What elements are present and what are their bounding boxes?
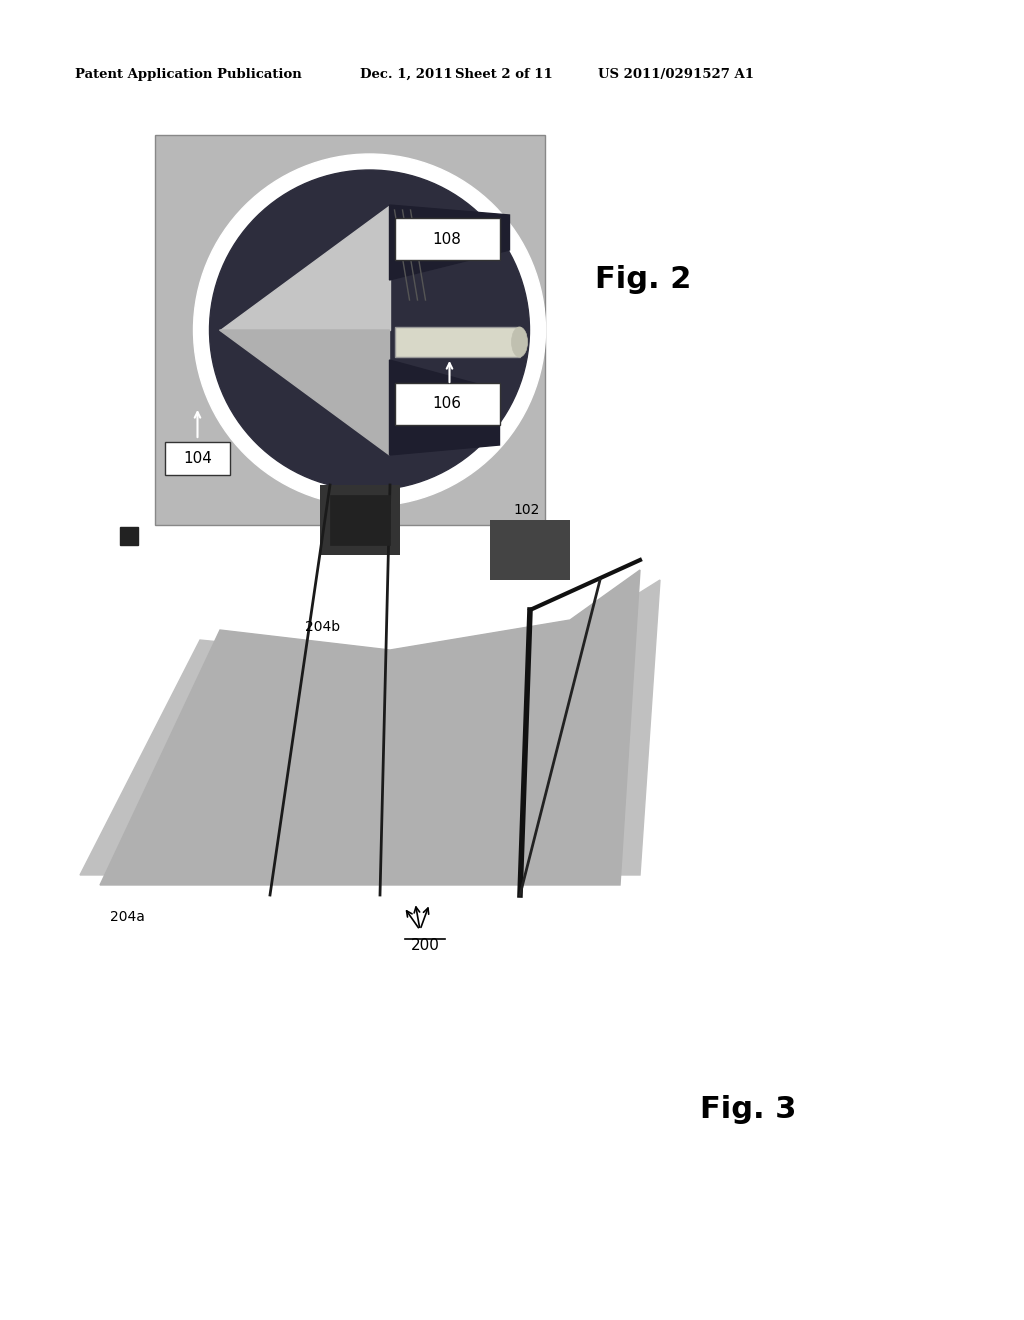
Text: Sheet 2 of 11: Sheet 2 of 11 bbox=[455, 69, 553, 81]
Bar bbox=[394, 327, 519, 356]
Bar bbox=[330, 495, 390, 545]
Ellipse shape bbox=[512, 327, 527, 356]
Bar bbox=[394, 218, 500, 260]
Circle shape bbox=[194, 154, 546, 506]
Polygon shape bbox=[389, 205, 510, 280]
Bar bbox=[319, 484, 400, 554]
Text: 204b: 204b bbox=[305, 620, 340, 634]
Bar bbox=[165, 442, 230, 475]
Circle shape bbox=[210, 170, 529, 490]
Text: 200: 200 bbox=[411, 939, 439, 953]
Text: Fig. 2: Fig. 2 bbox=[595, 265, 691, 294]
Text: 104: 104 bbox=[183, 451, 212, 466]
Text: 106: 106 bbox=[432, 396, 462, 412]
Text: Patent Application Publication: Patent Application Publication bbox=[75, 69, 302, 81]
Bar bbox=[394, 383, 500, 425]
Text: 102: 102 bbox=[514, 503, 540, 517]
Bar bbox=[120, 527, 138, 545]
Text: Dec. 1, 2011: Dec. 1, 2011 bbox=[360, 69, 453, 81]
Polygon shape bbox=[389, 360, 500, 455]
Text: Fig. 3: Fig. 3 bbox=[700, 1096, 797, 1125]
Polygon shape bbox=[219, 205, 389, 330]
Text: 204a: 204a bbox=[110, 909, 144, 924]
Bar bbox=[490, 520, 570, 579]
Polygon shape bbox=[219, 330, 389, 455]
Polygon shape bbox=[80, 579, 660, 875]
Text: US 2011/0291527 A1: US 2011/0291527 A1 bbox=[598, 69, 754, 81]
Bar bbox=[155, 135, 545, 525]
Polygon shape bbox=[100, 570, 640, 884]
Text: 108: 108 bbox=[432, 231, 462, 247]
